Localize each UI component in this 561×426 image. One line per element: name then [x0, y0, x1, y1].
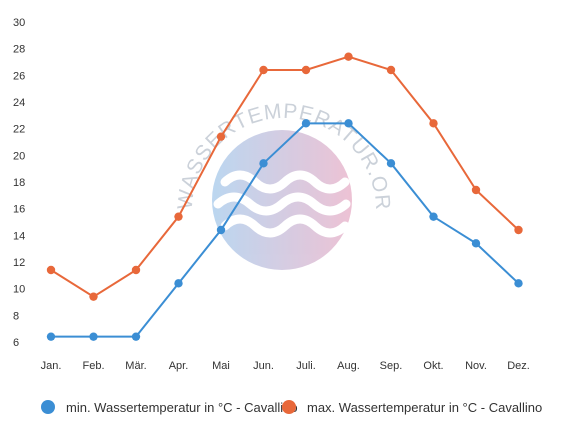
legend-label: max. Wassertemperatur in °C - Cavallino [307, 400, 542, 415]
legend-label: min. Wassertemperatur in °C - Cavallino [66, 400, 298, 415]
y-tick-label: 22 [13, 124, 25, 136]
y-tick-label: 10 [13, 284, 25, 296]
data-point [216, 225, 226, 235]
data-point [514, 225, 523, 235]
data-point [471, 239, 481, 248]
x-tick-label: Juli. [296, 360, 316, 372]
x-tick-label: Mai [212, 360, 230, 372]
data-point [386, 65, 396, 75]
y-tick-label: 26 [13, 70, 25, 82]
y-axis: 6 8 10 12 14 16 18 20 22 24 26 28 30 [13, 17, 25, 349]
x-tick-label: Jan. [41, 360, 62, 372]
data-point [471, 185, 481, 195]
data-point [46, 332, 56, 341]
data-point [216, 132, 226, 141]
data-point [259, 159, 268, 168]
data-point [301, 65, 311, 75]
y-tick-label: 8 [13, 310, 19, 322]
x-tick-label: Feb. [82, 360, 104, 372]
legend-item[interactable]: max. Wassertemperatur in °C - Cavallino [282, 400, 542, 415]
data-point [259, 65, 268, 75]
data-point [89, 292, 98, 301]
legend: min. Wassertemperatur in °C - Cavallino m… [41, 400, 542, 415]
y-tick-label: 14 [13, 230, 25, 242]
x-tick-label: Jun. [253, 360, 274, 372]
y-tick-label: 18 [13, 177, 25, 189]
series-line [51, 122, 520, 338]
data-point [131, 265, 141, 275]
data-point [174, 279, 183, 288]
series-max [46, 52, 523, 301]
data-point [301, 119, 311, 128]
series-layer [46, 52, 523, 341]
x-tick-label: Aug. [337, 360, 360, 372]
x-tick-label: Apr. [169, 360, 189, 372]
data-point [514, 279, 523, 288]
series-min [46, 119, 523, 341]
y-tick-label: 12 [13, 257, 25, 269]
data-point [89, 332, 98, 341]
y-tick-label: 6 [13, 337, 19, 349]
x-tick-label: Nov. [465, 360, 487, 372]
data-point [344, 119, 353, 128]
x-tick-label: Okt. [423, 360, 443, 372]
x-tick-label: Sep. [380, 360, 403, 372]
watermark: WASSERTEMPERATUR.ORG [0, 0, 393, 270]
legend-item[interactable]: min. Wassertemperatur in °C - Cavallino [41, 400, 298, 415]
series-line [50, 55, 520, 298]
y-tick-label: 24 [13, 97, 25, 109]
data-point [429, 119, 438, 128]
x-axis: Jan. Feb. Mär. Apr. Mai Jun. Juli. Aug. Sep. Okt.… [41, 360, 530, 372]
data-point [386, 159, 396, 168]
y-tick-label: 20 [13, 150, 25, 162]
data-point [344, 52, 353, 61]
legend-marker [41, 400, 55, 414]
y-tick-label: 30 [13, 17, 25, 29]
data-point [174, 212, 183, 221]
data-point [46, 265, 56, 275]
x-tick-label: Dez. [507, 360, 530, 372]
data-point [131, 332, 141, 341]
y-tick-label: 28 [13, 44, 25, 56]
y-tick-label: 16 [13, 204, 25, 216]
data-point [429, 212, 438, 221]
x-tick-label: Mär. [125, 360, 146, 372]
legend-marker [282, 400, 296, 414]
